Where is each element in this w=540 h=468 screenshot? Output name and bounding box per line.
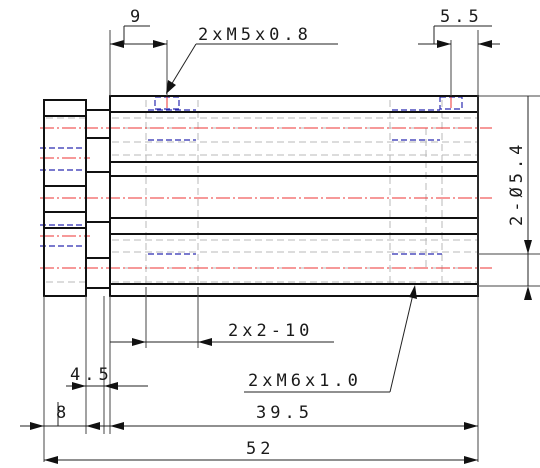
hidden-lines-threads — [40, 96, 463, 285]
dim-5-5: 5.5 — [440, 7, 483, 27]
dimension-lines — [20, 25, 532, 464]
dim-hole-diameter: 2-Ø5.4 — [507, 141, 527, 226]
dim-thread-m5: 2xM5x0.8 — [198, 25, 312, 45]
dim-39-5: 39.5 — [256, 403, 313, 423]
dim-52: 52 — [246, 439, 274, 459]
part-outline — [43, 95, 479, 297]
dim-4-5: 4.5 — [70, 365, 113, 385]
dim-9: 9 — [130, 7, 144, 27]
dim-counterbore: 2x2-10 — [228, 321, 313, 341]
extension-lines — [43, 30, 540, 462]
dim-thread-m6: 2xM6x1.0 — [248, 371, 362, 391]
dim-8: 8 — [56, 403, 70, 423]
center-lines — [40, 94, 492, 269]
